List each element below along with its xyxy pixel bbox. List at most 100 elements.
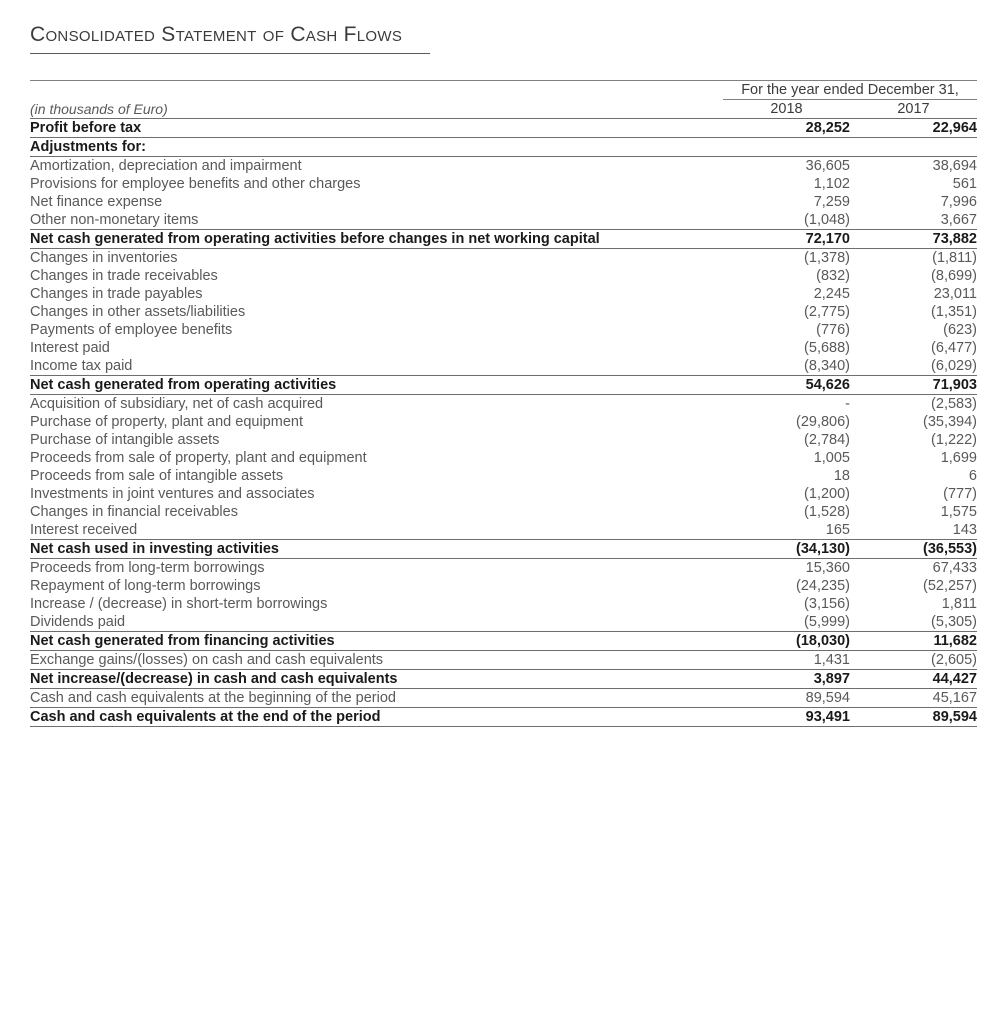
row-value-2017: 7,996 bbox=[940, 194, 977, 210]
row-value-2018: (776) bbox=[816, 322, 850, 338]
table-row: Changes in trade receivables (832) (8,699) bbox=[30, 267, 977, 285]
table-row: Income tax paid (8,340) (6,029) bbox=[30, 357, 977, 376]
row-value-2017: 1,699 bbox=[940, 450, 977, 466]
row-value-2017 bbox=[850, 137, 977, 157]
row-label: Purchase of property, plant and equipmen… bbox=[30, 414, 303, 430]
row-value-2018: (2,784) bbox=[804, 432, 850, 448]
row-value-2018: (1,200) bbox=[804, 486, 850, 502]
row-label: Cash and cash equivalents at the end of … bbox=[30, 707, 723, 727]
row-value-2018: 15,360 bbox=[805, 560, 850, 576]
row-label: Amortization, depreciation and impairmen… bbox=[30, 158, 302, 174]
row-value-2017: 1,575 bbox=[940, 504, 977, 520]
row-value-2017: 89,594 bbox=[850, 707, 977, 727]
row-value-2017: (2,605) bbox=[931, 652, 977, 668]
row-value-2017: (8,699) bbox=[931, 268, 977, 284]
table-row: Investments in joint ventures and associ… bbox=[30, 485, 977, 503]
row-label: Proceeds from sale of intangible assets bbox=[30, 468, 284, 484]
header-year-row: (in thousands of Euro) 2018 2017 bbox=[30, 99, 977, 119]
row-value-2017: 22,964 bbox=[850, 118, 977, 138]
row-value-2017: 3,667 bbox=[940, 212, 977, 228]
row-label: Purchase of intangible assets bbox=[30, 432, 220, 448]
row-value-2017: 1,811 bbox=[941, 596, 977, 612]
row-value-2018: (2,775) bbox=[804, 304, 850, 320]
row-label: Exchange gains/(losses) on cash and cash… bbox=[30, 652, 384, 668]
row-value-2017: (35,394) bbox=[922, 414, 977, 430]
table-row: Cash and cash equivalents at the end of … bbox=[30, 707, 977, 727]
row-value-2018: 2,245 bbox=[813, 286, 850, 302]
row-value-2018: 89,594 bbox=[805, 690, 850, 706]
row-label: Repayment of long-term borrowings bbox=[30, 578, 261, 594]
row-value-2017: (6,029) bbox=[931, 358, 977, 374]
table-row: Net finance expense 7,259 7,996 bbox=[30, 193, 977, 211]
row-value-2017: (1,351) bbox=[931, 304, 977, 320]
table-row: Interest paid (5,688) (6,477) bbox=[30, 339, 977, 357]
row-value-2018: (34,130) bbox=[723, 539, 850, 559]
row-value-2018: 28,252 bbox=[723, 118, 850, 138]
row-label: Net cash generated from operating activi… bbox=[30, 229, 723, 249]
table-row: Repayment of long-term borrowings (24,235… bbox=[30, 577, 977, 595]
row-value-2017: (1,222) bbox=[931, 432, 977, 448]
row-value-2018: 1,005 bbox=[813, 450, 850, 466]
table-row: Dividends paid (5,999) (5,305) bbox=[30, 613, 977, 632]
table-row: Increase / (decrease) in short-term borr… bbox=[30, 595, 977, 613]
row-label: Interest paid bbox=[30, 340, 110, 356]
row-label: Proceeds from sale of property, plant an… bbox=[30, 450, 367, 466]
table-row: Interest received 165 143 bbox=[30, 521, 977, 540]
row-value-2017: 143 bbox=[952, 522, 977, 538]
table-row: Acquisition of subsidiary, net of cash a… bbox=[30, 395, 977, 414]
table-row: Changes in financial receivables (1,528) 1… bbox=[30, 503, 977, 521]
row-value-2017: 6 bbox=[968, 468, 977, 484]
table-row: Changes in other assets/liabilities (2,77… bbox=[30, 303, 977, 321]
table-body: Profit before tax 28,252 22,964 Adjustments… bbox=[30, 118, 977, 727]
row-label: Net cash used in investing activities bbox=[30, 539, 723, 559]
row-label: Changes in trade payables bbox=[30, 286, 203, 302]
row-value-2017: 11,682 bbox=[850, 631, 977, 651]
table-row: Exchange gains/(losses) on cash and cash… bbox=[30, 651, 977, 670]
row-label: Increase / (decrease) in short-term borr… bbox=[30, 596, 328, 612]
cash-flow-table: For the year ended December 31, (in thou… bbox=[30, 80, 977, 727]
row-label: Provisions for employee benefits and oth… bbox=[30, 176, 361, 192]
row-value-2017: (1,811) bbox=[932, 250, 977, 266]
row-value-2018: (5,688) bbox=[804, 340, 850, 356]
row-label: Net increase/(decrease) in cash and cash… bbox=[30, 669, 723, 689]
row-value-2018: 72,170 bbox=[723, 229, 850, 249]
table-row: Proceeds from long-term borrowings 15,360… bbox=[30, 559, 977, 578]
column-header-2017: 2017 bbox=[850, 99, 977, 119]
table-row: Net cash used in investing activities (34… bbox=[30, 539, 977, 559]
row-value-2018: (24,235) bbox=[795, 578, 850, 594]
row-value-2018: (5,999) bbox=[804, 614, 850, 630]
row-label: Proceeds from long-term borrowings bbox=[30, 560, 265, 576]
table-row: Payments of employee benefits (776) (623) bbox=[30, 321, 977, 339]
column-header-2018: 2018 bbox=[723, 99, 850, 119]
row-label: Changes in other assets/liabilities bbox=[30, 304, 246, 320]
row-label: Cash and cash equivalents at the beginni… bbox=[30, 690, 396, 706]
row-value-2017: 73,882 bbox=[850, 229, 977, 249]
table-row: Proceeds from sale of intangible assets 1… bbox=[30, 467, 977, 485]
table-row: Net cash generated from operating activi… bbox=[30, 375, 977, 395]
row-value-2018: 1,431 bbox=[813, 652, 850, 668]
table-row: Profit before tax 28,252 22,964 bbox=[30, 118, 977, 138]
row-value-2018: (29,806) bbox=[795, 414, 850, 430]
row-value-2018: 165 bbox=[825, 522, 850, 538]
row-value-2017: 561 bbox=[952, 176, 977, 192]
row-value-2017: (36,553) bbox=[850, 539, 977, 559]
row-label: Adjustments for: bbox=[30, 137, 723, 157]
row-value-2017: (623) bbox=[943, 322, 977, 338]
table-row: Adjustments for: bbox=[30, 137, 977, 157]
table-header: For the year ended December 31, (in thou… bbox=[30, 80, 977, 119]
row-value-2018: 3,897 bbox=[723, 669, 850, 689]
row-value-2018: (1,048) bbox=[804, 212, 850, 228]
row-value-2017: (52,257) bbox=[922, 578, 977, 594]
table-row: Proceeds from sale of property, plant an… bbox=[30, 449, 977, 467]
row-value-2018: 93,491 bbox=[723, 707, 850, 727]
table-row: Changes in inventories (1,378) (1,811) bbox=[30, 249, 977, 268]
row-value-2017: 23,011 bbox=[933, 286, 977, 302]
row-label: Changes in financial receivables bbox=[30, 504, 238, 520]
table-row: Net increase/(decrease) in cash and cash… bbox=[30, 669, 977, 689]
row-value-2017: 71,903 bbox=[850, 375, 977, 395]
row-value-2017: (777) bbox=[943, 486, 977, 502]
row-label: Changes in trade receivables bbox=[30, 268, 218, 284]
row-label: Income tax paid bbox=[30, 358, 133, 374]
table-row: Purchase of intangible assets (2,784) (1,2… bbox=[30, 431, 977, 449]
